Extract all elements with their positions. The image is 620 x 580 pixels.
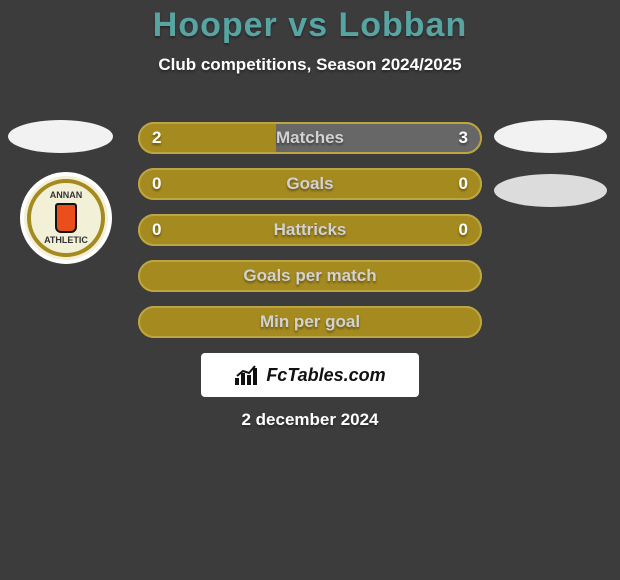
club-badge-ring [27,179,105,257]
stat-bar-row: Matches23 [138,122,482,154]
brand-bars-icon [234,364,260,386]
comparison-card: Hooper vs Lobban Club competitions, Seas… [0,0,620,580]
stat-bar-left-fill [138,214,482,246]
stat-bar-left-fill [138,168,482,200]
stat-bar-track [138,122,482,154]
comparison-bars: Matches23 Goals00 Hattricks00 Goals per mat… [138,122,482,352]
left-club-badge: ANNAN ATHLETIC [20,172,112,264]
stat-bar-track [138,168,482,200]
brand-text: FcTables.com [266,365,385,386]
stat-bar-track [138,260,482,292]
stat-bar-left-fill [138,306,482,338]
stat-bar-left-fill [138,122,276,154]
page-subtitle: Club competitions, Season 2024/2025 [0,55,620,75]
stat-bar-track [138,214,482,246]
left-player-badge [8,120,113,153]
page-title: Hooper vs Lobban [0,0,620,45]
brand-watermark: FcTables.com [201,353,419,397]
stat-bar-row: Hattricks00 [138,214,482,246]
stat-bar-track [138,306,482,338]
right-player-badge [494,120,607,153]
stat-bar-row: Goals per match [138,260,482,292]
right-club-badge [494,174,607,207]
stat-bar-row: Min per goal [138,306,482,338]
stat-bar-row: Goals00 [138,168,482,200]
stat-bar-left-fill [138,260,482,292]
snapshot-date: 2 december 2024 [0,410,620,430]
stat-bar-right-fill [276,122,482,154]
